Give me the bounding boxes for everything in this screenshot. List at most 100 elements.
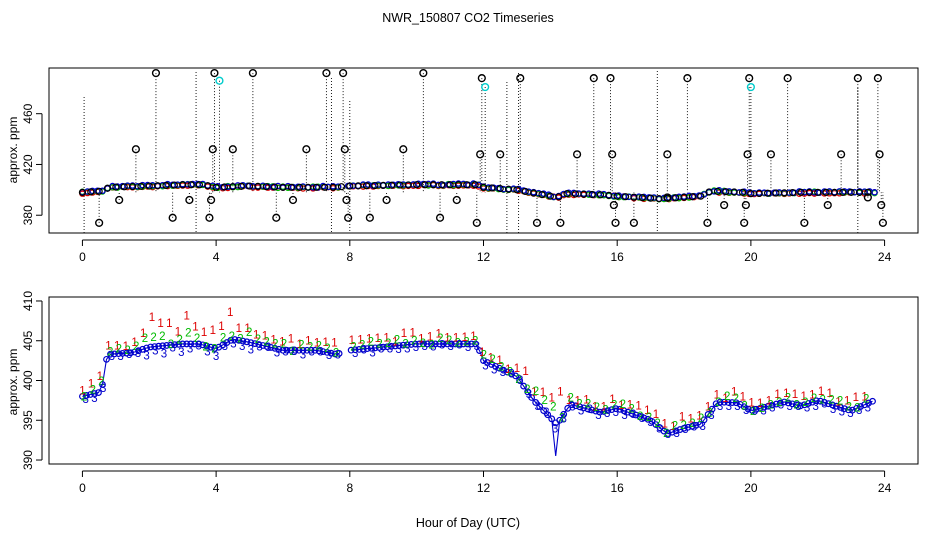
- top-ylabel: approx. ppm: [6, 117, 20, 184]
- bottom-x-tick-label: 0: [79, 481, 86, 495]
- bottom-series-1-label: 1: [157, 318, 163, 330]
- bottom-series-3-label: 3: [282, 347, 288, 359]
- bottom-series-3-label: 3: [369, 347, 375, 359]
- bottom-series-1-label: 1: [166, 318, 172, 330]
- bottom-series-3-label: 3: [378, 343, 384, 355]
- top-x-tick-label: 8: [346, 250, 353, 264]
- bottom-series-3-label: 3: [856, 405, 862, 417]
- bottom-plot-frame: [49, 297, 918, 464]
- bottom-x-tick-label: 4: [213, 481, 220, 495]
- bottom-series-3-label: 3: [769, 402, 775, 414]
- bottom-series-3-label: 3: [700, 421, 706, 433]
- bottom-series-2-label: 2: [620, 399, 626, 411]
- top-x-tick-label: 24: [878, 250, 892, 264]
- bottom-series-2-label: 2: [533, 386, 539, 398]
- bottom-x-tick-label: 8: [346, 481, 353, 495]
- top-data-layer: [79, 70, 886, 233]
- bottom-series-3-label: 3: [673, 428, 679, 440]
- bottom-series-3-label: 3: [126, 349, 132, 361]
- bottom-series-3-label: 3: [143, 350, 149, 362]
- bottom-series-3-label: 3: [404, 344, 410, 356]
- x-axis-label: Hour of Day (UTC): [416, 516, 520, 530]
- bottom-series-3-label: 3: [430, 342, 436, 354]
- bottom-y-tick-label: 400: [21, 370, 35, 390]
- top-x-tick-label: 12: [477, 250, 491, 264]
- bottom-series-3-label: 3: [100, 383, 106, 395]
- bottom-series-3-label: 3: [847, 408, 853, 420]
- bottom-series-3-label: 3: [726, 401, 732, 413]
- bottom-y-axis: 390395400405410: [21, 291, 42, 470]
- bottom-series-3-label: 3: [839, 407, 845, 419]
- bottom-series-2-label: 2: [837, 395, 843, 407]
- bottom-series-1-label: 1: [522, 366, 528, 378]
- bottom-series-3-label: 3: [335, 349, 341, 361]
- bottom-series-3-label: 3: [821, 399, 827, 411]
- bottom-data-layer: 1231231231231231231231231231231231231231…: [79, 307, 875, 456]
- bottom-series-3-label: 3: [786, 401, 792, 413]
- bottom-y-tick-label: 410: [21, 291, 35, 311]
- bottom-series-3-label: 3: [865, 403, 871, 415]
- bottom-series-3-label: 3: [222, 341, 228, 353]
- bottom-x-tick-label: 20: [744, 481, 758, 495]
- bottom-series-3-label: 3: [161, 349, 167, 361]
- bottom-series-3-label: 3: [187, 344, 193, 356]
- top-flag-point: [721, 202, 728, 209]
- bottom-series-3-label: 3: [543, 407, 549, 419]
- bottom-series-3-label: 3: [248, 344, 254, 356]
- bottom-series-3-label: 3: [196, 340, 202, 352]
- bottom-series-3-label: 3: [91, 393, 97, 405]
- bottom-series-1-label: 1: [218, 321, 224, 333]
- bottom-series-3-label: 3: [169, 343, 175, 355]
- bottom-series-3-label: 3: [804, 402, 810, 414]
- top-flag-point: [610, 202, 617, 209]
- bottom-series-3-label: 3: [813, 401, 819, 413]
- bottom-series-2-label: 2: [142, 333, 148, 345]
- bottom-series-1-label: 1: [288, 333, 294, 345]
- bottom-series-3-label: 3: [204, 347, 210, 359]
- bottom-series-3-label: 3: [691, 421, 697, 433]
- bottom-series-2-label: 2: [185, 328, 191, 340]
- bottom-series-3-label: 3: [682, 424, 688, 436]
- figure: NWR_150807 CO2 Timeseries approx. ppm 0 4…: [0, 0, 936, 540]
- bottom-y-tick-label: 395: [21, 410, 35, 430]
- bottom-series-3-label: 3: [83, 394, 89, 406]
- bottom-series-1-label: 1: [227, 307, 233, 319]
- bottom-series-3-label: 3: [465, 342, 471, 354]
- bottom-series-3-label: 3: [230, 338, 236, 350]
- top-y-axis: 380420460: [21, 103, 42, 225]
- bottom-series-3-label: 3: [621, 410, 627, 422]
- bottom-series-3-label: 3: [552, 424, 558, 436]
- top-x-axis: 0 4 8 12 16 20 24: [79, 240, 891, 264]
- chart-title: NWR_150807 CO2 Timeseries: [382, 11, 554, 25]
- top-flag-point: [878, 202, 885, 209]
- top-panel: approx. ppm 0 4 8 12 16 20 24 380420460: [6, 68, 918, 264]
- bottom-x-tick-label: 24: [878, 481, 892, 495]
- bottom-series-3-label: 3: [604, 408, 610, 420]
- bottom-series-1-label: 1: [192, 321, 198, 333]
- bottom-y-tick-label: 390: [21, 450, 35, 470]
- bottom-series-3-label: 3: [152, 346, 158, 358]
- bottom-series-3-label: 3: [395, 344, 401, 356]
- top-baseline-point: [338, 184, 344, 190]
- bottom-ylabel: approx. ppm: [6, 349, 20, 416]
- top-y-tick-label: 420: [21, 154, 35, 174]
- bottom-series-2-label: 2: [550, 401, 556, 413]
- top-flag-point: [824, 202, 831, 209]
- bottom-series-3-label: 3: [300, 350, 306, 362]
- bottom-x-tick-label: 12: [477, 481, 491, 495]
- bottom-series-2-label: 2: [176, 334, 182, 346]
- bottom-series-3-label: 3: [109, 351, 115, 363]
- top-x-tick-label: 0: [79, 250, 86, 264]
- bottom-series-3-label: 3: [534, 401, 540, 413]
- bottom-series-3-label: 3: [178, 347, 184, 359]
- top-flag-point: [742, 202, 749, 209]
- bottom-x-axis: 0 4 8 12 16 20 24: [79, 471, 891, 495]
- bottom-series-3-label: 3: [256, 342, 262, 354]
- bottom-series-3-label: 3: [326, 350, 332, 362]
- bottom-series-2-label: 2: [246, 327, 252, 339]
- bottom-series-3-label: 3: [135, 348, 141, 360]
- bottom-series-3-label: 3: [578, 406, 584, 418]
- bottom-series-3-label: 3: [239, 341, 245, 353]
- bottom-series-3-label: 3: [352, 348, 358, 360]
- bottom-series-1-label: 1: [183, 310, 189, 322]
